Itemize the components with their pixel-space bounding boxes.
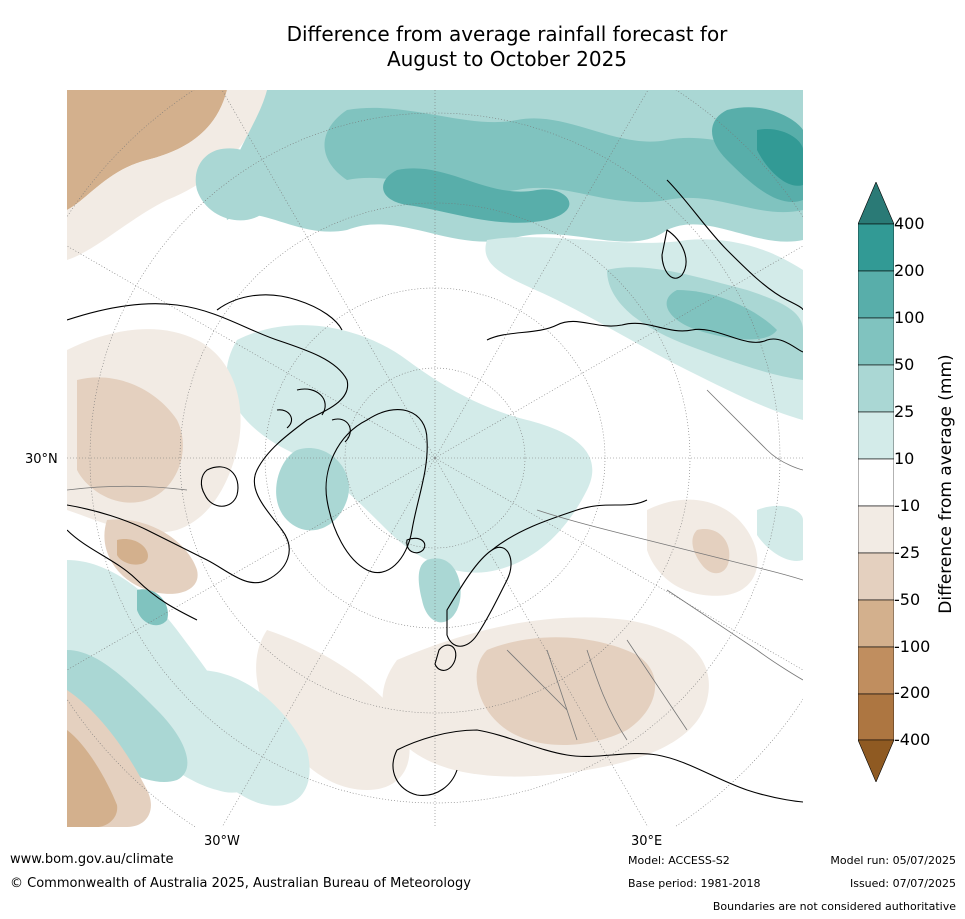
coastline-eurasia-north [486,320,803,353]
colorbar-tick: 25 [894,402,915,421]
lat-label-30n: 30°N [25,452,58,467]
colorbar-band-25-50 [857,364,895,413]
coastlines [67,179,803,803]
colorbar-band-50-100 [857,317,895,366]
lon-label-30e: 30°E [631,834,663,849]
coastline-canadian-archipelago [276,388,351,443]
country-borders [67,389,803,741]
colorbar-band-neutral [857,458,895,507]
colorbar-tick: -50 [894,590,921,609]
colorbar-band-10-25 [857,411,895,460]
border-canada-usa [67,485,188,491]
coastline-east-asia [666,179,803,311]
colorbar-swatches [857,181,895,783]
colorbar-tick: 400 [894,214,925,233]
colorbar-tick: -25 [894,543,921,562]
colorbar-tick: -400 [894,730,931,749]
coastline-greenland [325,409,428,574]
meridian-30e [434,457,649,827]
coastline-north-america [67,303,349,584]
wet-core-north-pacific-2 [383,168,570,223]
colorbar-label: Difference from average (mm) [936,354,956,614]
border-europe-2 [546,649,578,741]
wet-region-arctic [226,325,593,573]
border-europe-1 [506,649,568,711]
colorbar-band-200-400 [857,223,895,272]
coastline-hudson-bay [200,466,239,507]
footer-website: www.bom.gov.au/climate [10,852,174,867]
graticule [67,90,803,827]
dry-spot-south-central [117,539,148,565]
dry-core-southwest [67,730,118,827]
latitude-circle-30n [179,202,691,714]
wet-spot-west-atlantic [137,589,168,626]
border-central-asia [666,589,803,681]
wet-core-northeast-dark [757,129,803,186]
footer-model-run: Model run: 05/07/2025 [830,854,956,867]
coastline-scandinavia [446,547,512,647]
border-europe-3 [586,649,628,741]
colorbar-tick: -200 [894,683,931,702]
latitude-circle-15n [89,112,781,804]
footer-model: Model: ACCESS-S2 [628,854,730,867]
colorbar-tick: 200 [894,261,925,280]
meridian-30w [221,457,436,827]
coastline-kamchatka [661,229,687,279]
coastline-alaska [216,294,343,331]
border-europe-4 [626,639,688,731]
coastline-gulf-of-mexico [67,529,198,621]
lon-label-30w: 30°W [204,834,240,849]
title-line-1: Difference from average rainfall forecas… [286,22,728,46]
colorbar-band-m50-m100 [857,599,895,648]
coastline-europe-south [396,729,803,803]
colorbar-band-100-200 [857,270,895,319]
meridian-150e [434,90,649,459]
forecast-map [67,90,803,827]
footer-disclaimer: Boundaries are not considered authoritat… [712,900,956,913]
coastline-iberia [392,749,458,796]
wet-patch-greenland-west [276,448,349,531]
colorbar-tick: 100 [894,308,925,327]
title-line-2: August to October 2025 [386,47,628,71]
colorbar-band-m100-m200 [857,646,895,695]
footer-issued: Issued: 07/07/2025 [849,877,956,890]
coastline-iceland [406,537,426,554]
colorbar-tick: -10 [894,496,921,515]
footer-base-period: Base period: 1981-2018 [628,877,761,890]
colorbar-extend-bottom [857,739,895,783]
dry-patch-central-asia [692,529,730,574]
wet-region-central-atlantic [178,670,310,806]
colorbar-band-m200-m400 [857,693,895,741]
dry-halo-northwest-pacific [67,90,267,260]
colorbar-tick: -100 [894,637,931,656]
dry-core-north-america [77,377,183,503]
border-asia-east [706,389,803,471]
coastline-north-europe [491,499,648,551]
dry-patch-south-central [104,519,198,594]
rainfall-anomaly-fields [67,90,803,827]
colorbar-tick: 50 [894,355,915,374]
colorbar [857,181,895,783]
map-canvas [67,90,803,827]
latitude-circle-60n [344,367,526,549]
wet-patch-northwest [195,148,274,221]
wet-core-siberia-2 [666,290,777,340]
colorbar-extend-top [857,181,895,225]
border-russia-south [536,509,803,581]
colorbar-band-m25-m50 [857,552,895,601]
wet-band-siberia [485,237,803,420]
coastline-british-isles [434,644,457,671]
dry-region-northwest-pacific [67,90,227,210]
colorbar-band-m10-m25 [857,505,895,554]
colorbar-tick: 10 [894,449,915,468]
meridian-150w [221,90,436,459]
wet-patch-atlantic [418,558,461,623]
footer-copyright: © Commonwealth of Australia 2025, Austra… [10,876,471,891]
map-title: Difference from average rainfall forecas… [0,22,965,72]
